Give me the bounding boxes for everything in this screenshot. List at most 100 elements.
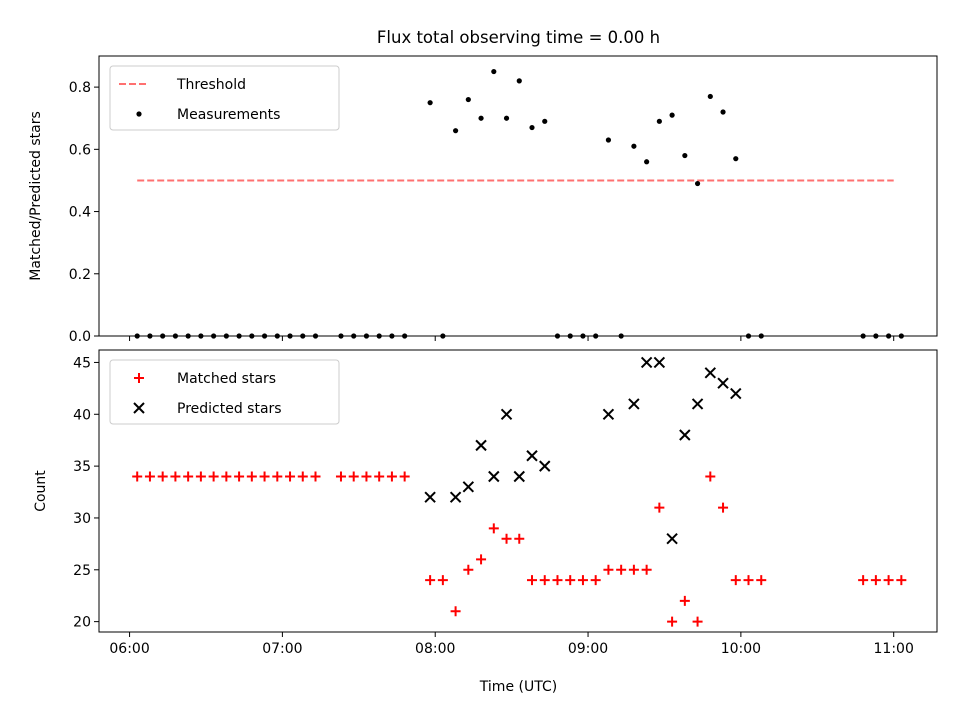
matched-star-point <box>565 575 576 586</box>
y-tick-label: 0.6 <box>69 142 91 158</box>
predicted-star-point <box>475 439 487 452</box>
matched-star-point <box>335 471 346 482</box>
matched-star-point <box>195 471 206 482</box>
predicted-star-point <box>628 398 640 410</box>
y-tick-label: 25 <box>73 563 91 579</box>
x-tick-label: 07:00 <box>262 641 302 657</box>
matched-star-point <box>870 575 881 586</box>
predicted-star-point <box>691 398 704 410</box>
measurement-point <box>516 78 522 84</box>
plot-frame <box>98 55 938 337</box>
measurement-point <box>733 156 739 162</box>
y-tick-label: 0.0 <box>69 329 91 345</box>
measurement-point <box>669 112 675 118</box>
measurement-point <box>465 96 471 103</box>
counts-panel: 20 25 30 35 40 45 06:00 07:00 08:00 09:00 10:00 11:… <box>33 349 938 657</box>
y-tick-label: 40 <box>73 407 91 423</box>
measurement-point <box>694 180 701 187</box>
measurement-point <box>542 118 548 124</box>
matched-star-point <box>577 575 588 586</box>
y-tick-label: 20 <box>73 615 91 631</box>
predicted-star-point <box>488 470 500 483</box>
predicted-star-point <box>424 491 436 503</box>
legend-label: Threshold <box>176 77 246 93</box>
matched-star-point <box>425 575 436 586</box>
predicted-star-point <box>449 491 462 503</box>
predicted-star-point <box>462 481 475 493</box>
matched-star-point <box>718 502 729 513</box>
matched-star-point <box>297 471 308 482</box>
matched-star-point <box>285 471 296 482</box>
measurement-point <box>631 143 637 149</box>
matched-star-point <box>705 471 716 482</box>
measurements-panel: 0.0 0.2 0.4 0.6 0.8 Matched/Predicted stars Th… <box>28 55 938 345</box>
measurement-point <box>682 152 688 159</box>
matched-star-point <box>259 471 270 482</box>
matched-star-point <box>157 471 168 482</box>
y-axis-label: Count <box>33 470 49 512</box>
predicted-star-point <box>653 356 666 369</box>
matched-star-point <box>743 575 754 586</box>
measurement-point <box>720 109 726 115</box>
predicted-star-point <box>526 450 538 462</box>
matched-star-point <box>616 564 627 575</box>
matched-star-point <box>654 502 665 513</box>
chart-title: Flux total observing time = 0.00 h <box>377 28 660 47</box>
matched-star-point <box>641 564 652 575</box>
predicted-star-point <box>717 377 729 389</box>
matched-star-point <box>272 471 283 482</box>
matched-star-point <box>527 575 538 586</box>
predicted-star-point <box>730 387 742 400</box>
x-tick-label: 06:00 <box>109 641 149 657</box>
x-tick-label: 11:00 <box>874 641 914 657</box>
matched-star-point <box>386 471 397 482</box>
legend <box>109 359 340 425</box>
matched-star-point <box>208 471 219 482</box>
measurement-point <box>452 128 459 134</box>
matched-star-point <box>488 523 499 534</box>
matched-star-point <box>374 471 385 482</box>
y-tick-label: 0.8 <box>69 80 91 96</box>
matched-star-point <box>134 373 144 383</box>
predicted-star-point <box>640 356 653 369</box>
y-tick-label: 0.4 <box>69 205 91 221</box>
y-tick-label: 45 <box>73 355 91 371</box>
matched-star-point <box>476 554 487 565</box>
matched-star-point <box>667 616 678 627</box>
measurement-point <box>644 159 650 165</box>
matched-star-point <box>348 471 359 482</box>
matched-star-point <box>183 471 194 482</box>
predicted-star-point <box>513 470 525 483</box>
matched-star-point <box>590 575 601 586</box>
measurement-point <box>478 115 484 121</box>
matched-star-point <box>221 471 232 482</box>
measurement-point <box>707 93 713 100</box>
legend <box>109 65 340 131</box>
predicted-star-point <box>679 429 691 441</box>
y-tick-label: 0.2 <box>69 267 91 283</box>
x-tick-label: 09:00 <box>568 641 608 657</box>
matched-star-point <box>170 471 181 482</box>
matched-star-point <box>234 471 245 482</box>
predicted-star-point <box>539 460 551 472</box>
matched-star-point <box>450 606 461 617</box>
measurement-point <box>136 111 142 117</box>
x-axis-label: Time (UTC) <box>479 679 557 695</box>
matched-star-point <box>756 575 767 586</box>
matched-star-point <box>437 575 448 586</box>
matched-star-point <box>246 471 257 482</box>
legend-label: Measurements <box>177 107 280 123</box>
plot-frame <box>98 349 938 633</box>
measurement-point <box>491 68 497 75</box>
matched-star-point <box>552 575 563 586</box>
matched-star-point <box>730 575 741 586</box>
predicted-star-point <box>602 408 615 420</box>
matched-star-point <box>463 564 474 575</box>
predicted-star-point <box>133 402 145 414</box>
y-axis-label: Matched/Predicted stars <box>28 111 44 281</box>
matched-star-point <box>144 471 155 482</box>
matched-star-point <box>883 575 894 586</box>
predicted-star-point <box>704 367 717 379</box>
matched-star-point <box>896 575 907 586</box>
